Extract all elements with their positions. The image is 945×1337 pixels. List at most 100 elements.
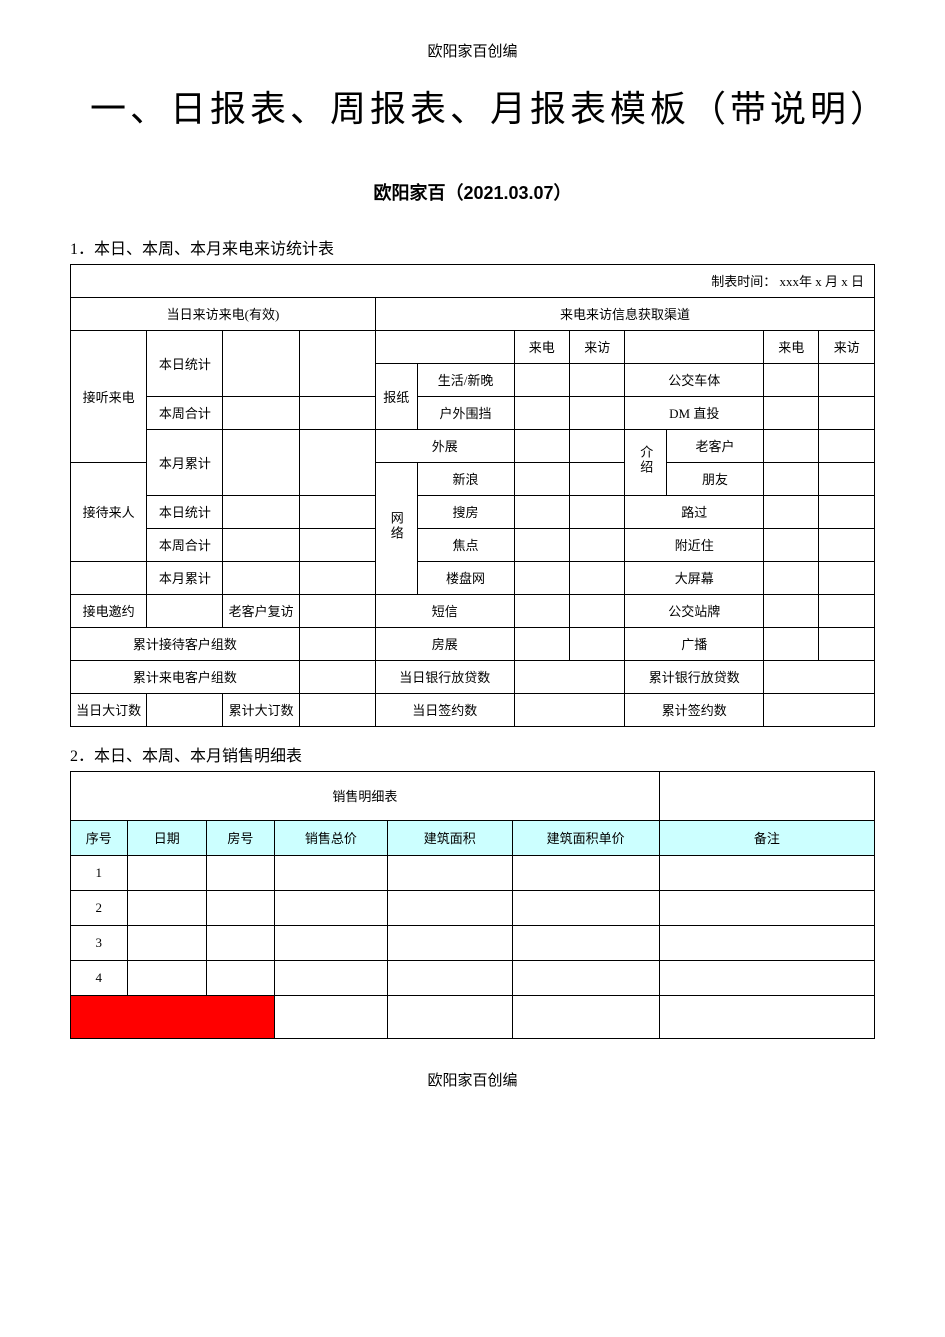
cell (764, 594, 819, 627)
cell (569, 429, 624, 462)
section1-title: 1．本日、本周、本月来电来访统计表 (70, 235, 875, 259)
cell (375, 330, 514, 363)
network-label: 网络 (375, 462, 417, 594)
header-author: 欧阳家百创编 (70, 40, 875, 61)
cell (299, 561, 375, 594)
cell (206, 925, 274, 960)
week-sum-2: 本周合计 (147, 528, 223, 561)
cell (274, 960, 387, 995)
cell (127, 855, 206, 890)
cell (819, 495, 875, 528)
jiaodian-label: 焦点 (417, 528, 514, 561)
cell (819, 429, 875, 462)
cell (659, 855, 874, 890)
cum-visit-groups-label: 累计接待客户组数 (71, 627, 300, 660)
cell (819, 561, 875, 594)
cell (299, 627, 375, 660)
sina-label: 新浪 (417, 462, 514, 495)
old-cust-label: 老客户 (667, 429, 764, 462)
cell (388, 960, 513, 995)
cell (206, 960, 274, 995)
newspaper-label: 报纸 (375, 363, 417, 429)
cell (512, 925, 659, 960)
cell (659, 771, 874, 820)
visit-hdr-2: 来访 (819, 330, 875, 363)
cum-bank-loan-label: 累计银行放贷数 (625, 660, 764, 693)
cum-call-groups-label: 累计来电客户组数 (71, 660, 300, 693)
cell (569, 594, 624, 627)
friend-label: 朋友 (667, 462, 764, 495)
cell (569, 528, 624, 561)
cell (274, 855, 387, 890)
col-date: 日期 (127, 820, 206, 855)
call-hdr-2: 来电 (764, 330, 819, 363)
cell (569, 495, 624, 528)
cell (274, 890, 387, 925)
cell (764, 363, 819, 396)
month-sum-1: 本月累计 (147, 429, 223, 495)
cell (569, 627, 624, 660)
visitor-label: 接待来人 (71, 462, 147, 561)
cell (512, 960, 659, 995)
cell (514, 429, 569, 462)
broadcast-label: 广播 (625, 627, 764, 660)
cell (299, 429, 375, 495)
cell (147, 594, 223, 627)
sales-detail-table: 销售明细表 序号 日期 房号 销售总价 建筑面积 建筑面积单价 备注 1 2 3… (70, 771, 875, 1039)
cell (819, 462, 875, 495)
cell (512, 855, 659, 890)
sms-label: 短信 (375, 594, 514, 627)
cell (764, 462, 819, 495)
cell (569, 396, 624, 429)
cell (764, 396, 819, 429)
left-header: 当日来访来电(有效) (71, 297, 376, 330)
today-big-order-label: 当日大订数 (71, 693, 147, 726)
cell (819, 396, 875, 429)
cell (514, 495, 569, 528)
cell (764, 693, 875, 726)
row-seq: 2 (71, 890, 128, 925)
cell (514, 528, 569, 561)
col-room: 房号 (206, 820, 274, 855)
call-invite-label: 接电邀约 (71, 594, 147, 627)
cell (819, 594, 875, 627)
bus-stop-label: 公交站牌 (625, 594, 764, 627)
cell (764, 528, 819, 561)
main-title: 一、日报表、周报表、月报表模板（带说明） (70, 81, 875, 139)
footer-author: 欧阳家百创编 (70, 1069, 875, 1090)
life-evening-label: 生活/新晚 (417, 363, 514, 396)
cell (659, 960, 874, 995)
cell (659, 995, 874, 1038)
cell (512, 995, 659, 1038)
t2-title: 销售明细表 (71, 771, 660, 820)
cell (569, 363, 624, 396)
cell (388, 855, 513, 890)
cell (299, 693, 375, 726)
cell (514, 627, 569, 660)
today-sign-label: 当日签约数 (375, 693, 514, 726)
cell (512, 890, 659, 925)
cell (223, 528, 299, 561)
cell (223, 561, 299, 594)
col-seq: 序号 (71, 820, 128, 855)
cell (223, 330, 299, 396)
cum-sign-label: 累计签约数 (625, 693, 764, 726)
cell (764, 429, 819, 462)
cell (514, 594, 569, 627)
cell (299, 330, 375, 396)
cell (625, 330, 764, 363)
cell (388, 925, 513, 960)
cell (764, 495, 819, 528)
cell (147, 693, 223, 726)
month-sum-2: 本月累计 (147, 561, 223, 594)
cell (764, 660, 875, 693)
today-stat-1: 本日统计 (147, 330, 223, 396)
cell (223, 495, 299, 528)
dm-label: DM 直投 (625, 396, 764, 429)
big-screen-label: 大屏幕 (625, 561, 764, 594)
cell (274, 925, 387, 960)
today-bank-loan-label: 当日银行放贷数 (375, 660, 514, 693)
cell (206, 855, 274, 890)
row-seq: 3 (71, 925, 128, 960)
cell (206, 890, 274, 925)
